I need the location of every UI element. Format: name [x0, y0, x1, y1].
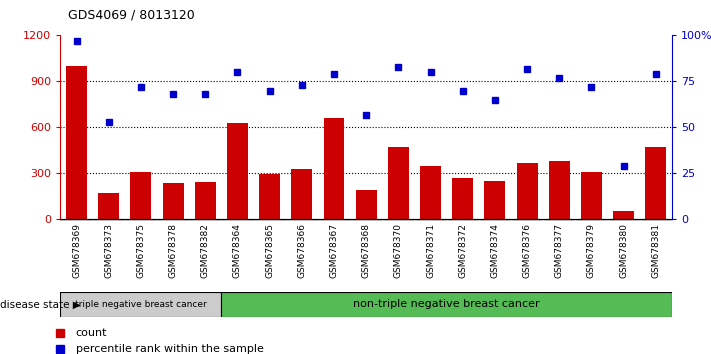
Bar	[60, 292, 221, 317]
Bar	[195, 182, 215, 219]
Text: GSM678373: GSM678373	[105, 223, 113, 278]
Text: disease state ▶: disease state ▶	[0, 299, 81, 309]
Text: GSM678380: GSM678380	[619, 223, 628, 278]
Text: GSM678375: GSM678375	[137, 223, 145, 278]
Text: percentile rank within the sample: percentile rank within the sample	[76, 344, 264, 354]
Text: GSM678376: GSM678376	[523, 223, 532, 278]
Bar	[66, 66, 87, 219]
Text: GSM678372: GSM678372	[458, 223, 467, 278]
Bar	[646, 147, 666, 219]
Text: GSM678369: GSM678369	[72, 223, 81, 278]
Bar	[221, 292, 672, 317]
Text: GSM678378: GSM678378	[169, 223, 178, 278]
Text: GSM678367: GSM678367	[329, 223, 338, 278]
Bar	[388, 147, 409, 219]
Bar	[259, 174, 280, 219]
Bar	[292, 169, 312, 219]
Text: GSM678370: GSM678370	[394, 223, 403, 278]
Text: GSM678377: GSM678377	[555, 223, 564, 278]
Text: GSM678365: GSM678365	[265, 223, 274, 278]
Text: count: count	[76, 328, 107, 338]
Bar	[581, 172, 602, 219]
Text: GSM678379: GSM678379	[587, 223, 596, 278]
Text: GSM678368: GSM678368	[362, 223, 370, 278]
Text: GSM678366: GSM678366	[297, 223, 306, 278]
Text: GSM678374: GSM678374	[491, 223, 499, 278]
Text: GSM678371: GSM678371	[426, 223, 435, 278]
Text: triple negative breast cancer: triple negative breast cancer	[75, 300, 207, 309]
Text: GDS4069 / 8013120: GDS4069 / 8013120	[68, 8, 194, 21]
Bar	[98, 193, 119, 219]
Bar	[420, 166, 441, 219]
Text: GSM678381: GSM678381	[651, 223, 661, 278]
Bar	[517, 163, 538, 219]
Text: GSM678364: GSM678364	[233, 223, 242, 278]
Bar	[484, 181, 506, 219]
Bar	[549, 161, 570, 219]
Bar	[452, 178, 474, 219]
Bar	[130, 172, 151, 219]
Bar	[356, 189, 377, 219]
Bar	[324, 118, 344, 219]
Bar	[613, 211, 634, 219]
Text: non-triple negative breast cancer: non-triple negative breast cancer	[353, 299, 540, 309]
Text: GSM678382: GSM678382	[201, 223, 210, 278]
Bar	[163, 183, 183, 219]
Bar	[227, 123, 248, 219]
